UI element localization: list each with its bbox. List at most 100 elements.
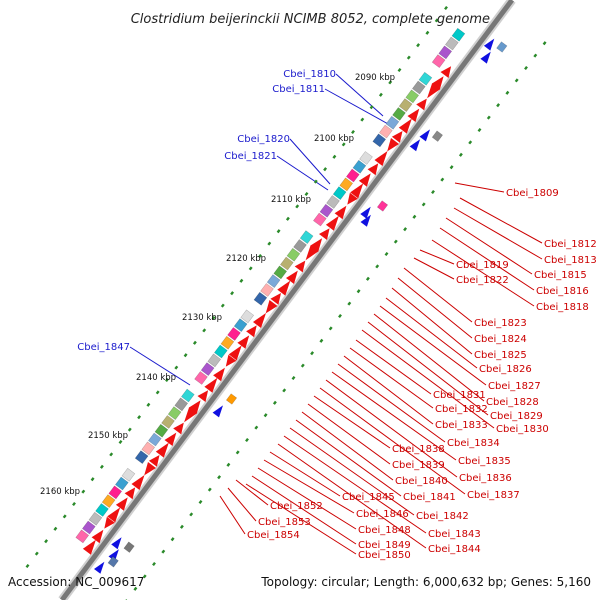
tick-dot [202, 328, 207, 333]
feature-box [220, 335, 235, 350]
reverse-gene-arrow [188, 400, 201, 414]
tick-dot [425, 30, 430, 35]
reverse-gene-arrow [246, 325, 257, 338]
gene-label-reverse[interactable]: Cbei_1848 [358, 525, 411, 536]
feature-box [451, 27, 466, 42]
tick-dot [421, 202, 426, 207]
gene-label-forward[interactable]: Cbei_1811 [272, 84, 325, 95]
gene-label-forward[interactable]: Cbei_1810 [283, 69, 336, 80]
gene-label-reverse[interactable]: Cbei_1853 [258, 517, 311, 528]
tick-dot [183, 353, 188, 358]
tick-dot [276, 229, 281, 234]
leader-line [219, 495, 246, 535]
forward-gene-arrow [360, 214, 371, 227]
gene-label-reverse[interactable]: Cbei_1834 [447, 438, 500, 449]
gene-label-forward[interactable]: Cbei_1821 [224, 151, 277, 162]
gene-label-reverse[interactable]: Cbei_1823 [474, 318, 527, 329]
reverse-gene-arrow [431, 76, 444, 90]
reverse-gene-arrow [350, 183, 364, 199]
gene-label-reverse[interactable]: Cbei_1843 [428, 529, 481, 540]
reverse-gene-arrow [416, 98, 427, 111]
gene-label-reverse[interactable]: Cbei_1838 [392, 444, 445, 455]
gene-label-reverse[interactable]: Cbei_1809 [506, 188, 559, 199]
gene-label-reverse[interactable]: Cbei_1828 [486, 397, 539, 408]
gene-label-reverse[interactable]: Cbei_1822 [456, 275, 509, 286]
gene-label-reverse[interactable]: Cbei_1841 [403, 492, 456, 503]
map-title: Clostridium beijerinckii NCIMB 8052, com… [131, 12, 490, 27]
gene-label-reverse[interactable]: Cbei_1824 [474, 334, 527, 345]
tick-dot [272, 400, 277, 405]
forward-gene-arrow [360, 206, 371, 219]
feature-box [181, 388, 195, 403]
gene-label-forward[interactable]: Cbei_1847 [77, 342, 130, 353]
gene-label-reverse[interactable]: Cbei_1842 [416, 511, 469, 522]
gene-label-reverse[interactable]: Cbei_1815 [534, 270, 587, 281]
reverse-gene-arrow [294, 260, 306, 273]
gene-label-reverse[interactable]: Cbei_1812 [544, 239, 597, 250]
gene-label-reverse[interactable]: Cbei_1825 [474, 350, 527, 361]
gene-label-reverse[interactable]: Cbei_1826 [479, 364, 532, 375]
gene-label-reverse[interactable]: Cbei_1816 [536, 286, 589, 297]
leader-line [373, 313, 485, 402]
tick-dot [384, 251, 389, 257]
gene-label-reverse[interactable]: Cbei_1846 [356, 509, 409, 520]
gene-label-reverse[interactable]: Cbei_1819 [456, 260, 509, 271]
leader-line [337, 363, 446, 443]
gene-label-forward[interactable]: Cbei_1820 [237, 134, 290, 145]
leader-line [335, 73, 384, 117]
topology-text: Topology: circular; Length: 6,000,632 bp… [260, 575, 591, 589]
tick-dot [310, 351, 315, 356]
reverse-gene-arrow [104, 516, 115, 529]
gene-label-reverse[interactable]: Cbei_1829 [490, 411, 543, 422]
tick-dot [431, 189, 435, 195]
tick-dot [189, 512, 194, 517]
feature-box [194, 371, 208, 385]
gene-label-reverse[interactable]: Cbei_1836 [459, 473, 512, 484]
gene-label-reverse[interactable]: Cbei_1833 [435, 420, 488, 431]
gene-label-reverse[interactable]: Cbei_1854 [247, 530, 300, 541]
tick-dot [161, 549, 166, 554]
tick-dot [146, 402, 151, 407]
gene-label-reverse[interactable]: Cbei_1832 [435, 404, 488, 415]
leader-line [331, 371, 457, 461]
feature-box [260, 283, 274, 297]
gene-label-reverse[interactable]: Cbei_1852 [270, 501, 323, 512]
leader-line [325, 379, 458, 478]
gene-label-reverse[interactable]: Cbei_1839 [392, 460, 445, 471]
leader-line [453, 207, 543, 260]
tick-dot [440, 177, 445, 182]
gene-label-reverse[interactable]: Cbei_1818 [536, 302, 589, 313]
tick-dot [360, 117, 365, 122]
reverse-gene-arrow [270, 293, 281, 305]
gene-label-reverse[interactable]: Cbei_1827 [488, 381, 541, 392]
tick-dot [53, 526, 58, 531]
feature-box [405, 89, 420, 104]
leader-line [324, 88, 391, 126]
tick-dot [254, 425, 259, 430]
reverse-gene-arrow [253, 313, 266, 328]
gene-label-reverse[interactable]: Cbei_1813 [544, 255, 597, 266]
gene-label-reverse[interactable]: Cbei_1837 [467, 490, 520, 501]
reverse-gene-arrow [398, 118, 412, 134]
gene-label-reverse[interactable]: Cbei_1850 [358, 550, 411, 561]
tick-dot [524, 65, 528, 71]
forward-gene-arrow [480, 51, 491, 64]
gene-label-reverse[interactable]: Cbei_1840 [395, 476, 448, 487]
gene-label-reverse[interactable]: Cbei_1831 [433, 390, 486, 401]
tick-dot [486, 115, 491, 120]
gene-label-reverse[interactable]: Cbei_1845 [342, 492, 395, 503]
feature-box [385, 115, 400, 130]
gene-label-reverse[interactable]: Cbei_1830 [496, 424, 549, 435]
gene-label-reverse[interactable]: Cbei_1849 [358, 540, 411, 551]
gene-label-reverse[interactable]: Cbei_1844 [428, 544, 481, 555]
feature-box [214, 344, 228, 359]
tick-dot [449, 165, 454, 170]
tick-dot [245, 437, 249, 443]
reverse-gene-arrow [347, 192, 358, 205]
tick-dot [341, 142, 346, 147]
gene-label-reverse[interactable]: Cbei_1835 [458, 456, 511, 467]
tick-dot [477, 127, 482, 133]
feature-box [273, 265, 288, 280]
feature-box [359, 151, 373, 165]
